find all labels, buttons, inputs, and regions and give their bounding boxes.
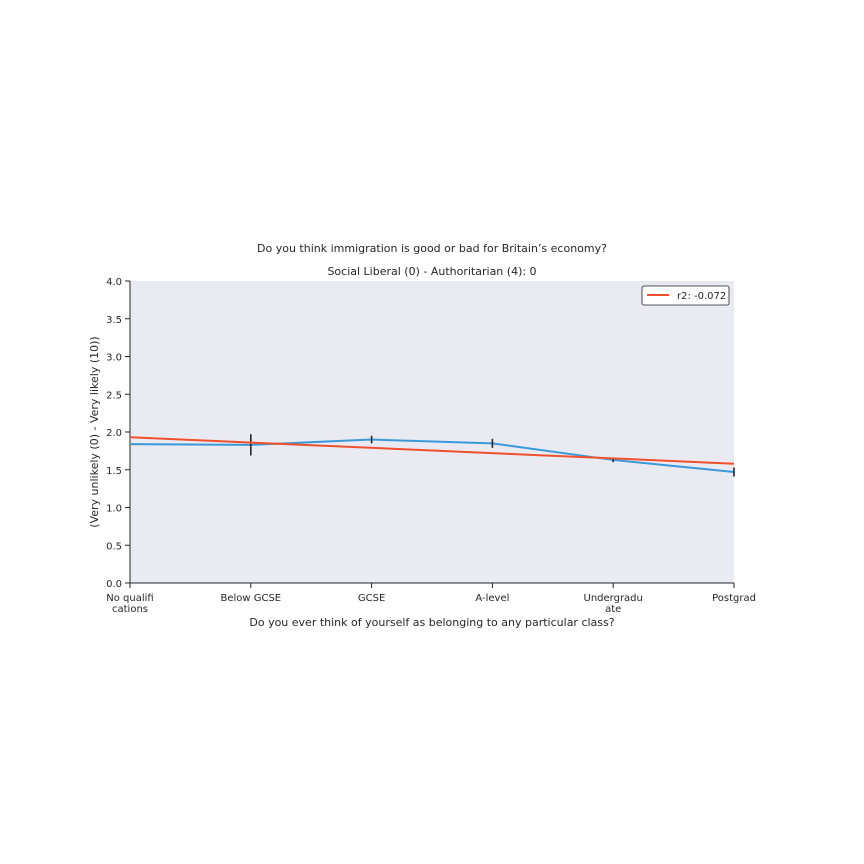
x-tick-label: GCSE (358, 593, 385, 604)
y-axis: 0.0 0.5 1.0 1.5 2.0 2.5 3.0 3.5 4.0 (106, 277, 131, 590)
x-tick-label: cations (112, 604, 148, 615)
y-tick-label: 2.0 (106, 428, 122, 439)
chart-subtitle: Social Liberal (0) - Authoritarian (4): … (327, 265, 536, 278)
y-tick-label: 1.5 (106, 466, 122, 477)
legend: r2: -0.072 (641, 285, 730, 306)
y-tick-label: 3.0 (106, 353, 122, 364)
y-tick-label: 3.5 (106, 315, 122, 326)
x-tick-label: Postgrad (712, 593, 756, 604)
x-tick-label: ate (605, 604, 621, 615)
trend-line (129, 436, 735, 465)
series-line (129, 438, 735, 474)
plot-area (130, 281, 734, 583)
y-axis-label: (Very unlikely (0) - Very likely (10)) (88, 336, 101, 527)
y-tick-label: 0.5 (106, 541, 122, 552)
y-tick-label: 2.5 (106, 390, 122, 401)
x-tick-label: No qualifi (106, 593, 153, 604)
chart-title: Do you think immigration is good or bad … (257, 242, 607, 255)
x-tick-label: Undergradu (584, 593, 643, 604)
legend-label: r2: -0.072 (677, 291, 726, 302)
x-tick-label: Below GCSE (220, 593, 281, 604)
x-tick-label: A-level (475, 593, 509, 604)
x-axis-label: Do you ever think of yourself as belongi… (249, 616, 614, 629)
y-tick-label: 4.0 (106, 277, 122, 288)
legend-box (641, 285, 730, 306)
y-tick-label: 0.0 (106, 579, 122, 590)
y-tick-label: 1.0 (106, 504, 122, 515)
chart-marks (129, 434, 735, 477)
